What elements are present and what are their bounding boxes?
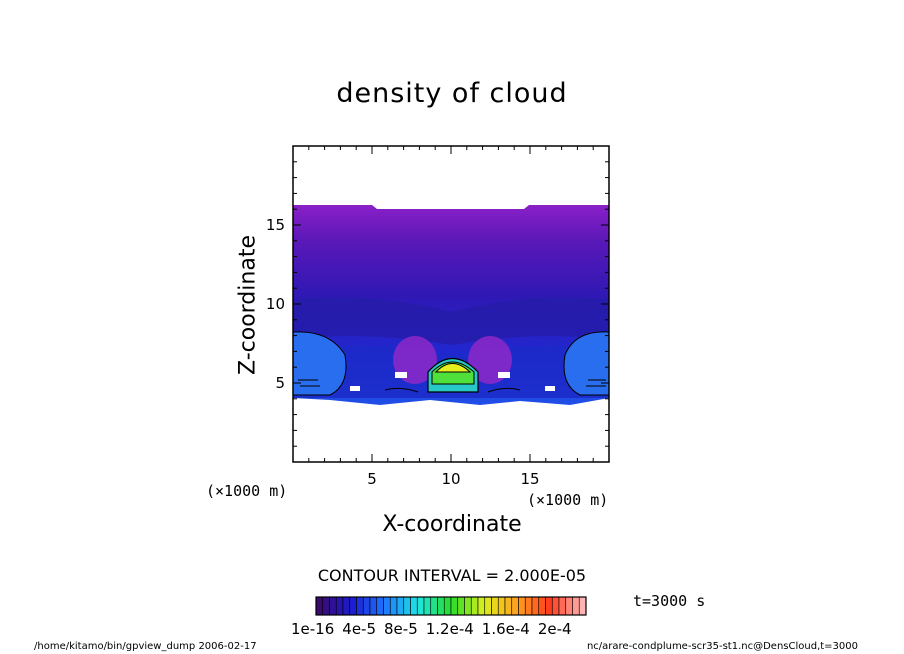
colorbar-cell	[551, 596, 560, 616]
x-axis-label: X-coordinate	[382, 512, 522, 537]
axis-tick-labels: 5 10 15 5 10 15	[266, 216, 540, 488]
colorbar-cell	[464, 596, 472, 616]
colorbar-cell	[329, 596, 337, 616]
colorbar	[315, 596, 587, 616]
colorbar-cell	[457, 596, 465, 616]
colorbar-tick-label: 8e-5	[384, 620, 418, 638]
colorbar-tick-label: 2e-4	[537, 620, 572, 638]
colorbar-cell	[443, 596, 452, 616]
base-contours	[298, 379, 606, 393]
colorbar-cell	[423, 596, 432, 616]
y-unit-label: (×1000 m)	[206, 482, 288, 500]
contour-interval: CONTOUR INTERVAL = 2.000E-05	[317, 566, 587, 585]
colorbar-cell	[315, 596, 324, 616]
x-unit-label: (×1000 m)	[527, 491, 609, 509]
colorbar-cell	[538, 596, 546, 616]
colorbar-cell	[477, 596, 486, 616]
colorbar-cell	[545, 596, 553, 616]
colorbar-cell	[369, 596, 378, 616]
y-axis-label: Z-coordinate	[235, 235, 261, 375]
colorbar-cell	[335, 596, 344, 616]
gap-3	[350, 386, 360, 391]
colorbar-labels: 1e-16 4e-5 8e-5 1.2e-4 1.6e-4 2e-4	[291, 620, 572, 638]
colorbar-frame	[315, 596, 587, 616]
colorbar-cell	[518, 596, 526, 616]
colorbar-cell	[383, 596, 391, 616]
colorbar-cell	[410, 596, 418, 616]
y-tick-label: 15	[266, 216, 285, 234]
cloud-field	[293, 205, 609, 405]
gap-4	[545, 386, 555, 391]
colorbar-cell	[396, 596, 405, 616]
colorbar-cell	[558, 596, 567, 616]
colorbar-cell	[491, 596, 499, 616]
gap-2	[498, 372, 510, 378]
x-tick-label: 10	[441, 470, 460, 488]
colorbar-cell	[511, 596, 519, 616]
colorbar-cell	[524, 596, 533, 616]
colorbar-tick-label: 4e-5	[342, 620, 377, 638]
colorbar-cell	[389, 596, 398, 616]
colorbar-cell	[430, 596, 438, 616]
footer-right: nc/arare-condplume-scr35-st1.nc@DensClou…	[586, 641, 858, 652]
y-tick-label: 10	[266, 295, 285, 313]
x-tick-label: 5	[367, 470, 377, 488]
colorbar-cell	[322, 596, 330, 616]
colorbar-tick-label: 1.6e-4	[481, 620, 530, 638]
colorbar-cell	[362, 596, 371, 616]
colorbar-cell	[450, 596, 459, 616]
colorbar-cell	[484, 596, 492, 616]
colorbar-cell	[376, 596, 384, 616]
colorbar-tick-label: 1e-16	[291, 620, 335, 638]
colorbar-cell	[578, 596, 587, 616]
colorbar-cell	[416, 596, 425, 616]
colorbar-cell	[470, 596, 479, 616]
chart-title: density of cloud	[336, 78, 568, 109]
colorbar-cell	[342, 596, 351, 616]
plume-right	[563, 331, 609, 396]
colorbar-cell	[403, 596, 411, 616]
x-tick-label: 15	[520, 470, 539, 488]
gap-1	[395, 372, 407, 378]
colorbar-tick-label: 1.2e-4	[425, 620, 474, 638]
colorbar-cell	[565, 596, 573, 616]
colorbar-cell	[356, 596, 364, 616]
colorbar-cell	[572, 596, 580, 616]
time-label: t=3000 s	[633, 592, 706, 610]
colorbar-cell	[497, 596, 506, 616]
colorbar-cell	[504, 596, 513, 616]
y-tick-label: 5	[275, 374, 285, 392]
band-mid	[293, 296, 609, 345]
colorbar-cell	[531, 596, 540, 616]
colorbar-cell	[437, 596, 445, 616]
core-yellow	[434, 363, 472, 373]
footer-left: /home/kitamo/bin/gpview_dump 2006-02-17	[34, 641, 257, 652]
plume-left	[293, 331, 347, 396]
colorbar-cell	[349, 596, 357, 616]
axis-ticks	[292, 145, 610, 463]
